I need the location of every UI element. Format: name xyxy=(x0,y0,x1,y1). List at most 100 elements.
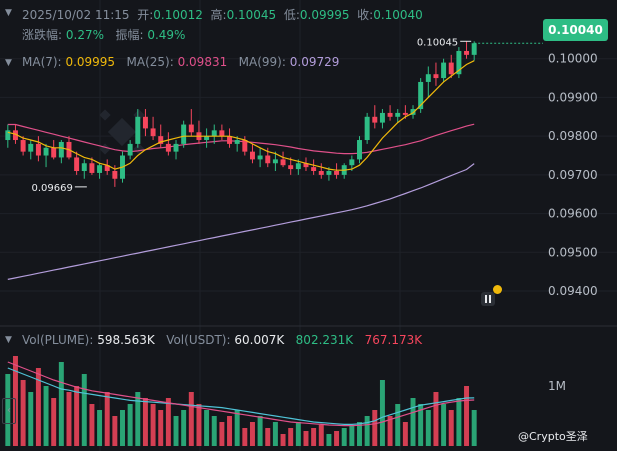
volume-bar xyxy=(174,416,179,446)
volume-bar xyxy=(112,416,117,446)
current-price-tag: 0.10040 xyxy=(543,19,608,41)
candle-body xyxy=(288,165,293,169)
candle-body xyxy=(273,159,278,163)
vol-plume-value: 598.563K xyxy=(97,333,155,347)
volume-tick-label: 1M xyxy=(548,379,566,393)
volume-bar xyxy=(128,404,133,446)
volume-bar xyxy=(227,416,232,446)
volume-bar xyxy=(342,428,347,446)
volume-bar xyxy=(372,410,377,446)
volume-bar xyxy=(449,410,454,446)
candle-body xyxy=(449,63,454,75)
price-tick-label: 0.09400 xyxy=(548,284,598,298)
candle-body xyxy=(235,140,240,144)
ma99-value: 0.09729 xyxy=(290,55,340,69)
volume-bar xyxy=(395,404,400,446)
volume-bar xyxy=(59,362,64,446)
candle-body xyxy=(128,144,133,156)
volume-bar xyxy=(219,422,224,446)
candle-body xyxy=(349,159,354,165)
candle-body xyxy=(189,125,194,133)
volume-bar xyxy=(303,431,308,446)
volume-bar xyxy=(365,416,370,446)
volume-bar xyxy=(82,374,87,446)
volume-bar xyxy=(349,425,354,446)
volume-bar xyxy=(441,404,446,446)
candle-body xyxy=(311,167,316,171)
chevron-down-icon[interactable]: ▼ xyxy=(5,335,12,345)
candle-body xyxy=(372,117,377,123)
chevron-left-icon[interactable]: ‹ xyxy=(2,398,16,424)
candle-body xyxy=(388,113,393,117)
candle-body xyxy=(365,117,370,140)
volume-bar xyxy=(319,425,324,446)
volume-bar xyxy=(433,392,438,446)
change-value: 0.27% xyxy=(66,28,104,42)
candle-body xyxy=(51,148,56,158)
price-axis: 0.100000.099000.098000.097000.096000.095… xyxy=(548,52,598,298)
volume-bar xyxy=(204,410,209,446)
volume-bar xyxy=(464,386,469,446)
candle-body xyxy=(433,74,438,78)
candle-body xyxy=(181,125,186,144)
chevron-down-icon[interactable]: ▼ xyxy=(5,8,12,18)
candle-body xyxy=(166,144,171,152)
volume-bar xyxy=(28,392,33,446)
candle-body xyxy=(28,144,33,152)
volume-bar xyxy=(380,380,385,446)
ma7-path xyxy=(8,61,474,171)
candle-body xyxy=(143,117,148,129)
ma99-path xyxy=(8,164,474,280)
candle-body xyxy=(112,171,117,179)
volume-bar xyxy=(74,386,79,446)
candle-body xyxy=(242,140,247,152)
volume-bar xyxy=(426,410,431,446)
candle-body xyxy=(82,163,87,171)
volume-bar xyxy=(258,416,263,446)
notification-dot xyxy=(493,285,502,294)
volume-bar xyxy=(196,404,201,446)
volume-bar xyxy=(273,422,278,446)
candle-body xyxy=(5,130,10,140)
volume-bar xyxy=(189,392,194,446)
vol-usdt-value: 60.007K xyxy=(234,333,284,347)
ma7-value: 0.09995 xyxy=(65,55,115,69)
vol-ma2-value: 767.173K xyxy=(365,333,423,347)
candle-body xyxy=(357,140,362,159)
ma7-line xyxy=(8,61,474,171)
volume-bar xyxy=(158,410,163,446)
price-tick-label: 0.10000 xyxy=(548,52,598,66)
candle-body xyxy=(296,163,301,169)
watermark-text: @Crypto圣泽 xyxy=(518,428,588,444)
volume-series xyxy=(5,356,476,446)
volume-bar xyxy=(326,434,331,446)
volume-bar xyxy=(181,410,186,446)
volume-bar xyxy=(135,392,140,446)
price-tick-label: 0.09800 xyxy=(548,129,598,143)
change-header: 涨跌幅: 0.27% 振幅: 0.49% xyxy=(22,26,185,43)
candle-body xyxy=(212,130,217,136)
volume-bar xyxy=(143,398,148,446)
price-tick-label: 0.09600 xyxy=(548,207,598,221)
volume-bar xyxy=(288,428,293,446)
candle-body xyxy=(250,152,255,160)
candle-body xyxy=(151,128,156,136)
chevron-down-icon[interactable]: ▼ xyxy=(5,58,12,68)
candle-body xyxy=(219,130,224,136)
volume-bar xyxy=(456,398,461,446)
candle-body xyxy=(281,159,286,165)
candle-body xyxy=(319,171,324,175)
ma99-line xyxy=(8,164,474,280)
candle-body xyxy=(227,136,232,144)
candle-body xyxy=(464,51,469,55)
candle-body xyxy=(174,144,179,152)
candle-body xyxy=(472,43,477,55)
candle-body xyxy=(380,113,385,123)
candle-body xyxy=(97,165,102,173)
volume-bar xyxy=(44,386,49,446)
ma25-value: 0.09831 xyxy=(178,55,228,69)
ma-legend: MA(7): 0.09995 MA(25): 0.09831 MA(99): 0… xyxy=(22,55,339,69)
low-mark-label: 0.09669 xyxy=(31,183,72,194)
candle-body xyxy=(326,171,331,175)
candle-body xyxy=(21,140,26,152)
